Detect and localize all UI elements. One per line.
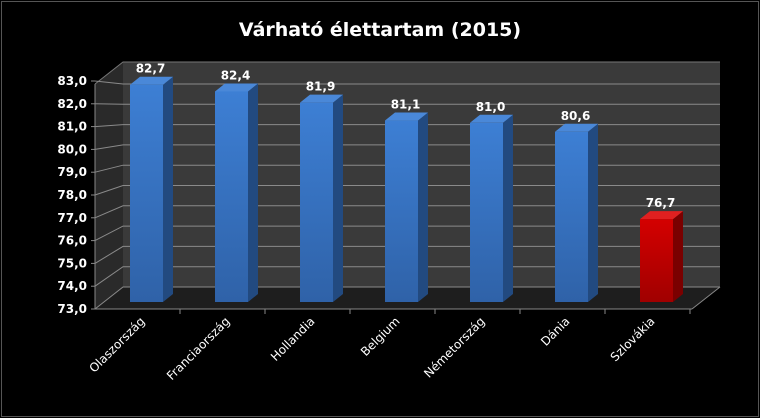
bar-top [640,211,683,220]
x-tick-label: Olaszország [86,314,147,375]
bar-side [588,123,598,302]
bar [385,120,418,302]
gridline [94,103,720,105]
wall-top-edge [94,61,720,85]
bar-top [130,76,173,85]
y-tick-label: 82,0 [57,97,87,111]
bar-top [300,94,343,103]
data-label: 80,6 [561,109,591,123]
gridline [94,185,720,196]
bar-side [248,83,258,302]
data-label: 82,4 [221,68,251,82]
y-tick-label: 77,0 [57,211,87,225]
bar [555,131,588,302]
bar-top [215,83,258,92]
floor-edge [691,286,721,310]
data-label: 82,7 [136,62,166,76]
data-label: 76,7 [646,196,676,210]
y-tick-label: 81,0 [57,120,87,134]
bar [130,84,163,302]
gridline [94,225,720,242]
gridline [94,124,720,128]
gridline [94,205,720,219]
x-tick-label: Belgium [358,314,403,359]
data-label: 81,1 [391,98,421,112]
bar [470,122,503,302]
side-wall [95,62,123,309]
x-tick-label: Hollandia [268,314,318,364]
chart-title: Várható élettartam (2015) [239,19,521,41]
x-tick-label: Szlovákia [608,314,658,364]
gridline [94,266,720,287]
y-tick-label: 75,0 [57,256,87,270]
x-tick-label: Franciaország [164,314,233,383]
data-label: 81,0 [476,100,506,114]
bar-side [673,211,683,302]
bar-side [163,76,173,302]
y-tick-label: 83,0 [57,74,87,88]
bar-side [333,94,343,302]
bar-top [470,114,513,123]
bar-top [555,123,598,132]
gridline [94,80,720,85]
data-label: 81,9 [306,80,336,94]
bar-top [385,112,428,121]
bar [300,102,333,302]
y-tick-label: 79,0 [57,165,87,179]
x-tick-label: Németország [421,314,487,380]
gridline [94,144,720,150]
bar [215,91,248,302]
y-tick-label: 73,0 [57,302,87,316]
gridline [94,245,720,264]
bar [640,219,673,302]
bar-side [503,114,513,302]
y-tick-label: 78,0 [57,188,87,202]
y-tick-label: 74,0 [57,279,87,293]
gridline [94,164,720,173]
bar-side [418,112,428,302]
gridline [94,286,720,310]
y-tick-label: 80,0 [57,142,87,156]
x-tick-label: Dánia [538,314,573,349]
y-tick-label: 76,0 [57,234,87,248]
